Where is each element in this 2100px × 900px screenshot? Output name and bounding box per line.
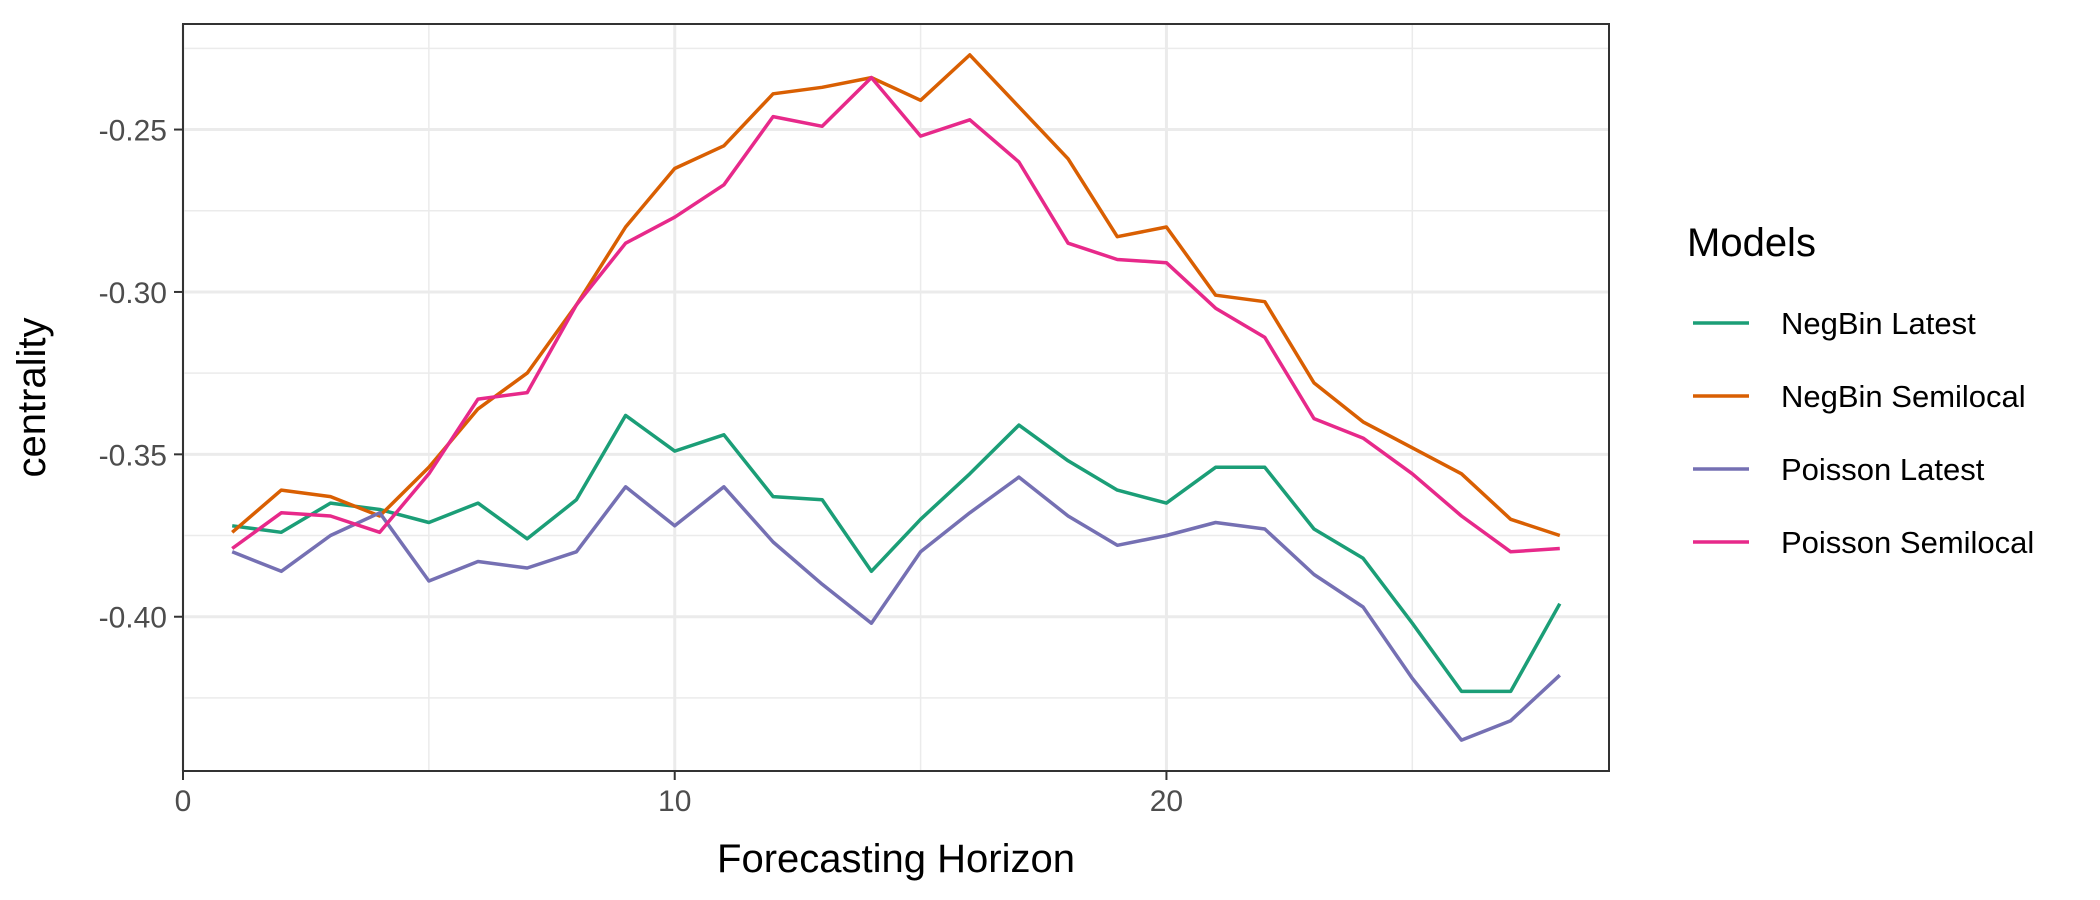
- y-tick-label: -0.25: [99, 115, 167, 148]
- series-line-poisson-latest: [231, 475, 1561, 742]
- plot-panel-border: [182, 23, 1610, 772]
- series-line-negbin-latest: [231, 413, 1562, 694]
- y-axis-title: centrality: [10, 317, 54, 477]
- legend-label-negbin-semilocal: NegBin Semilocal: [1781, 379, 2026, 414]
- y-tick-label: -0.30: [99, 277, 167, 310]
- y-axis-ticks: -0.25 -0.30 -0.35 -0.40: [99, 115, 183, 635]
- x-tick-label: 20: [1150, 785, 1183, 818]
- x-tick-label: 10: [658, 785, 691, 818]
- y-tick-label: -0.35: [99, 439, 167, 472]
- series-line-poisson-semilocal: [231, 75, 1560, 554]
- series-line-negbin-semilocal: [231, 53, 1561, 538]
- x-axis-ticks: 0 10 20: [175, 771, 1183, 818]
- legend-label-poisson-latest: Poisson Latest: [1781, 452, 1985, 487]
- y-tick-label: -0.40: [99, 602, 167, 635]
- grid-minor: [183, 24, 1609, 771]
- x-axis-title: Forecasting Horizon: [717, 837, 1075, 881]
- legend-label-negbin-latest: NegBin Latest: [1781, 306, 1976, 341]
- legend-label-poisson-semilocal: Poisson Semilocal: [1781, 525, 2034, 560]
- legend: Models NegBin Latest NegBin Semilocal Pois…: [1687, 221, 2034, 560]
- series-lines: [231, 53, 1562, 742]
- x-tick-label: 0: [175, 785, 192, 818]
- legend-items: NegBin Latest NegBin Semilocal Poisson Lat…: [1693, 306, 2034, 560]
- grid-major: [181, 24, 1609, 771]
- legend-title: Models: [1687, 221, 1816, 265]
